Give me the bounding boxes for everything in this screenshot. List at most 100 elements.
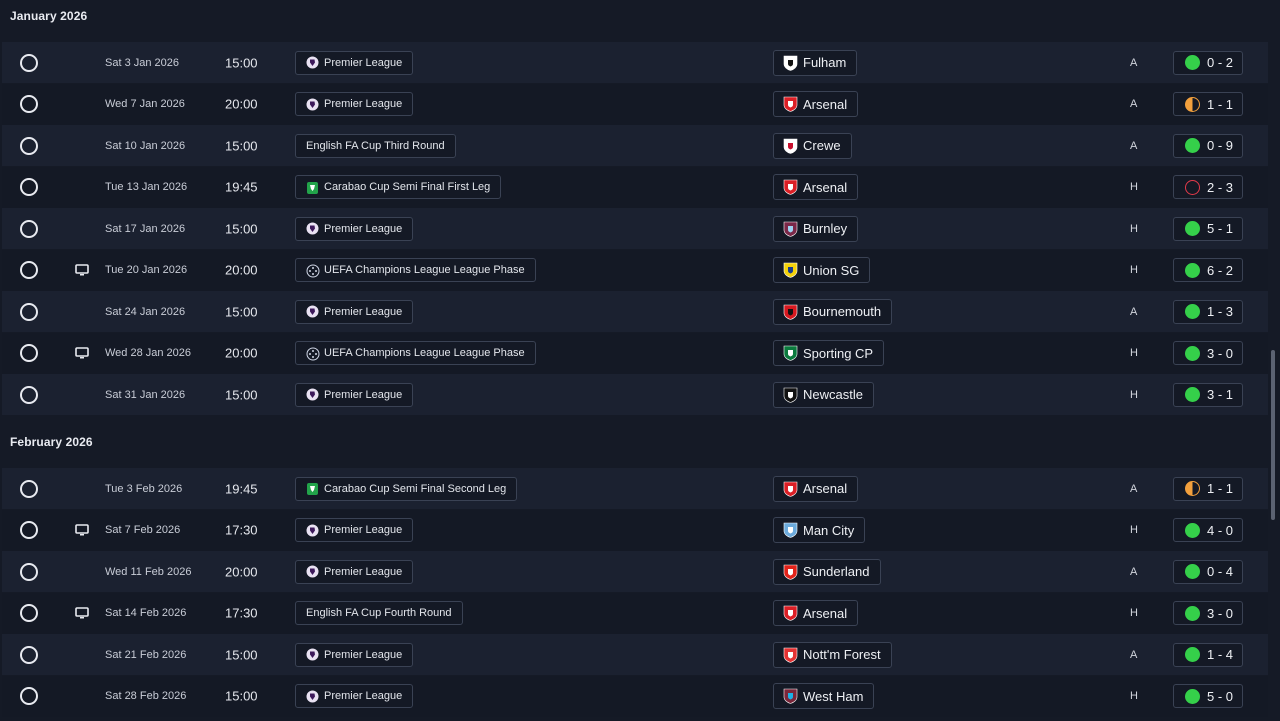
- competition-button[interactable]: UEFA Champions League League Phase: [295, 258, 536, 282]
- burnley-crest-icon: [783, 221, 798, 237]
- fixture-row[interactable]: Wed 28 Jan 2026 20:00 UEFA Champions Leagu…: [2, 332, 1268, 374]
- result-button[interactable]: 1 - 4: [1173, 642, 1243, 667]
- select-radio[interactable]: [20, 562, 38, 581]
- score-label: 1 - 3: [1207, 304, 1234, 319]
- opponent-button[interactable]: Fulham: [773, 49, 858, 76]
- fixture-row[interactable]: Tue 3 Feb 2026 19:45 Carabao Cup Semi Fina…: [2, 468, 1268, 509]
- select-radio[interactable]: [20, 479, 38, 498]
- fixture-row[interactable]: Sat 24 Jan 2026 15:00 Premier League Bourne…: [2, 291, 1268, 332]
- result-win-icon: [1185, 221, 1200, 236]
- kickoff-time: 15:00: [225, 387, 258, 402]
- opponent-button[interactable]: Arsenal: [773, 91, 859, 117]
- result-button[interactable]: 1 - 1: [1173, 476, 1243, 501]
- fixture-date: Sat 31 Jan 2026: [105, 388, 186, 401]
- opponent-button[interactable]: Crewe: [773, 132, 852, 159]
- opponent-button[interactable]: West Ham: [773, 683, 875, 709]
- competition-button[interactable]: Premier League: [295, 299, 414, 324]
- score-label: 5 - 0: [1207, 688, 1234, 704]
- select-radio[interactable]: [20, 136, 38, 155]
- select-radio[interactable]: [20, 645, 38, 664]
- fixture-row[interactable]: Wed 7 Jan 2026 20:00 Premier League Arsenal…: [2, 83, 1268, 125]
- opponent-button[interactable]: Newcastle: [773, 381, 874, 408]
- west-ham-crest-icon: [783, 688, 798, 704]
- opponent-button[interactable]: Bournemouth: [773, 298, 893, 325]
- select-radio[interactable]: [20, 385, 38, 404]
- fixture-row[interactable]: Sat 14 Feb 2026 17:30 English FA Cup Fourt…: [2, 592, 1268, 634]
- fixture-date: Tue 13 Jan 2026: [105, 181, 188, 193]
- kickoff-time: 19:45: [225, 179, 258, 195]
- result-win-icon: [1185, 262, 1200, 278]
- competition-button[interactable]: Premier League: [295, 518, 414, 542]
- fixture-row[interactable]: Wed 11 Feb 2026 20:00 Premier League Sunder…: [2, 551, 1268, 592]
- competition-button[interactable]: English FA Cup Fourth Round: [295, 601, 463, 625]
- result-button[interactable]: 4 - 0: [1173, 518, 1243, 542]
- opponent-button[interactable]: Sporting CP: [773, 340, 885, 366]
- opponent-button[interactable]: Sunderland: [773, 558, 881, 585]
- result-button[interactable]: 3 - 0: [1173, 341, 1243, 365]
- result-button[interactable]: 3 - 1: [1173, 382, 1243, 407]
- opponent-button[interactable]: Burnley: [773, 215, 859, 242]
- competition-button[interactable]: Carabao Cup Semi Final First Leg: [295, 175, 502, 199]
- result-button[interactable]: 1 - 3: [1173, 299, 1243, 324]
- competition-label: English FA Cup Third Round: [306, 139, 445, 152]
- opponent-name: West Ham: [803, 688, 864, 704]
- result-button[interactable]: 0 - 9: [1173, 133, 1243, 158]
- result-button[interactable]: 6 - 2: [1173, 258, 1243, 282]
- competition-label: Premier League: [324, 305, 403, 318]
- opponent-name: Sunderland: [803, 564, 870, 579]
- competition-button[interactable]: UEFA Champions League League Phase: [295, 341, 536, 365]
- competition-button[interactable]: Premier League: [295, 50, 414, 75]
- competition-button[interactable]: Carabao Cup Semi Final Second Leg: [295, 476, 518, 501]
- competition-button[interactable]: Premier League: [295, 684, 414, 708]
- result-button[interactable]: 5 - 0: [1173, 684, 1243, 708]
- fixture-row[interactable]: Tue 20 Jan 2026 20:00 UEFA Champions Leagu…: [2, 249, 1268, 291]
- opponent-name: Arsenal: [803, 605, 848, 621]
- fixture-row[interactable]: Sat 31 Jan 2026 15:00 Premier League Newcas…: [2, 374, 1268, 415]
- competition-button[interactable]: Premier League: [295, 642, 414, 667]
- competition-button[interactable]: Premier League: [295, 92, 414, 116]
- champions-league-icon: [306, 264, 320, 277]
- venue-indicator: H: [1130, 181, 1138, 193]
- scrollbar[interactable]: [1271, 350, 1275, 520]
- fixture-row[interactable]: Sat 17 Jan 2026 15:00 Premier League Burnle…: [2, 208, 1268, 249]
- select-radio[interactable]: [20, 95, 38, 113]
- select-radio[interactable]: [20, 687, 38, 705]
- fixture-row[interactable]: Tue 13 Jan 2026 19:45 Carabao Cup Semi Fin…: [2, 166, 1268, 208]
- select-radio[interactable]: [20, 302, 38, 321]
- union-sg-crest-icon: [783, 262, 798, 278]
- select-radio[interactable]: [20, 521, 38, 539]
- select-radio[interactable]: [20, 261, 38, 279]
- fixture-row[interactable]: Sat 3 Jan 2026 15:00 Premier League Fulham A…: [2, 42, 1268, 83]
- opponent-button[interactable]: Arsenal: [773, 475, 859, 502]
- fixture-row[interactable]: Sat 10 Jan 2026 15:00 English FA Cup Third…: [2, 125, 1268, 166]
- competition-label: English FA Cup Fourth Round: [306, 607, 452, 619]
- select-radio[interactable]: [20, 344, 38, 362]
- fixture-row[interactable]: Sat 21 Feb 2026 15:00 Premier League Nott'm…: [2, 634, 1268, 675]
- fixture-row[interactable]: Sat 7 Feb 2026 17:30 Premier League Man Cit…: [2, 509, 1268, 551]
- select-radio[interactable]: [20, 604, 38, 622]
- select-radio[interactable]: [20, 219, 38, 238]
- fixture-date: Sat 17 Jan 2026: [105, 222, 186, 235]
- result-button[interactable]: 2 - 3: [1173, 175, 1243, 199]
- competition-label: Premier League: [324, 56, 403, 69]
- result-button[interactable]: 0 - 2: [1173, 50, 1243, 75]
- fixture-row[interactable]: Sat 28 Feb 2026 15:00 Premier League West H…: [2, 675, 1268, 717]
- result-button[interactable]: 3 - 0: [1173, 601, 1243, 625]
- competition-button[interactable]: Premier League: [295, 382, 414, 407]
- opponent-button[interactable]: Union SG: [773, 257, 871, 283]
- competition-button[interactable]: Premier League: [295, 216, 414, 241]
- select-radio[interactable]: [20, 178, 38, 196]
- opponent-button[interactable]: Arsenal: [773, 174, 859, 200]
- opponent-button[interactable]: Man City: [773, 517, 866, 543]
- competition-button[interactable]: Premier League: [295, 559, 414, 584]
- tv-icon: [75, 347, 89, 359]
- opponent-button[interactable]: Nott'm Forest: [773, 641, 892, 668]
- select-radio[interactable]: [20, 53, 38, 72]
- tv-icon: [75, 607, 89, 619]
- result-button[interactable]: 5 - 1: [1173, 216, 1243, 241]
- opponent-button[interactable]: Arsenal: [773, 600, 859, 626]
- competition-button[interactable]: English FA Cup Third Round: [295, 133, 456, 158]
- score-label: 0 - 4: [1207, 564, 1234, 579]
- result-button[interactable]: 1 - 1: [1173, 92, 1243, 116]
- result-button[interactable]: 0 - 4: [1173, 559, 1243, 584]
